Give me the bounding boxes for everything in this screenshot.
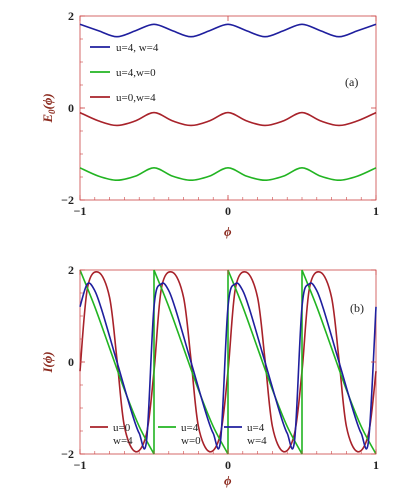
x-tick-label: 0 [225, 458, 231, 472]
legend-entry: u=4 [181, 422, 199, 434]
x-tick-label: 0 [225, 204, 231, 218]
y-tick-label: 2 [68, 263, 74, 277]
legend-entry: u=4, w=4 [116, 42, 159, 54]
y-tick-label: 0 [68, 101, 74, 115]
legend-entry: w=0 [181, 435, 201, 447]
x-tick-label: −1 [74, 458, 87, 472]
x-tick-label: 1 [373, 204, 379, 218]
legend-entry: w=4 [113, 435, 133, 447]
panel-b-ylabel: I(ϕ) [40, 351, 55, 373]
y-tick-label: −2 [61, 447, 74, 461]
legend-entry: w=4 [247, 435, 267, 447]
legend-entry: u=0,w=4 [116, 92, 156, 104]
panel-a-ylabel: E0(ϕ) [40, 93, 57, 123]
panel-b-series [79, 269, 377, 455]
legend-entry: u=4,w=0 [116, 67, 156, 79]
series-line [79, 111, 377, 127]
y-tick-label: 0 [68, 355, 74, 369]
legend-entry: u=0 [113, 422, 131, 434]
y-tick-label: 2 [68, 9, 74, 23]
legend-entry: u=4 [247, 422, 265, 434]
panel-b: −1 0 1−202 (b) u=0w=4u=4w=0u=4w=4 ϕ I(ϕ) [40, 263, 379, 488]
panel-b-label: (b) [350, 301, 364, 315]
panel-b-xlabel: ϕ [224, 473, 232, 488]
series-line [79, 23, 377, 38]
series-line [79, 282, 377, 450]
panel-b-legend: u=0w=4u=4w=0u=4w=4 [90, 422, 267, 447]
series-line [79, 166, 377, 182]
panel-a-ylabel-sub: 0 [47, 109, 57, 114]
panel-a-label: (a) [345, 75, 358, 89]
panel-a-ticks: −1 0 1 −2 0 2 [61, 9, 379, 218]
panel-a-ylabel-arg: (ϕ) [40, 93, 55, 109]
x-tick-label: 1 [373, 458, 379, 472]
panel-a-legend: u=4, w=4 u=4,w=0 u=0,w=4 [90, 42, 159, 104]
panel-a-xlabel: ϕ [224, 224, 232, 239]
panel-a-ylabel-main: E [40, 114, 55, 124]
panel-b-ticks: −1 0 1 −2 0 2 [61, 263, 379, 472]
y-tick-label: −2 [61, 193, 74, 207]
panel-a-series [79, 23, 377, 182]
x-tick-label: −1 [74, 204, 87, 218]
panel-a: −1 0 1−202 (a) u=4, w=4u=4,w=0u=0,w=4 ϕ E0… [40, 9, 379, 239]
